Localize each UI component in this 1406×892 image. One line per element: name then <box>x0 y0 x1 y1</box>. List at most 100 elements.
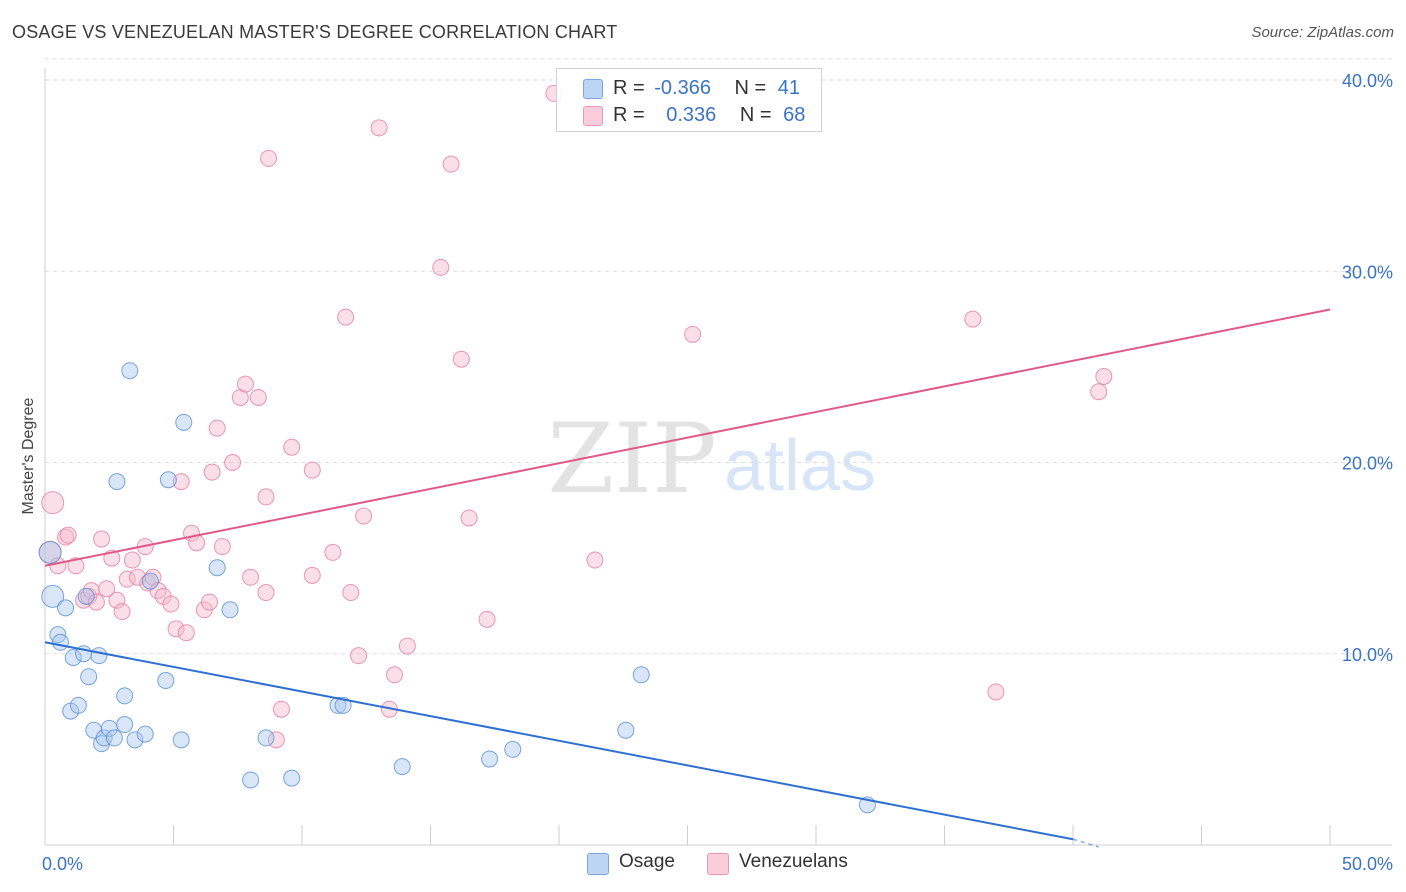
legend-r-label: R = <box>613 77 645 99</box>
venezuelans-point <box>355 507 373 525</box>
x-tick-label: 0.0% <box>42 854 83 874</box>
source-label: Source: ZipAtlas.com <box>1251 24 1394 41</box>
osage-point <box>172 731 190 749</box>
venezuelans-trend-line <box>44 308 1331 567</box>
venezuelans-point <box>113 603 131 621</box>
watermark-zip: ZIP <box>547 403 716 515</box>
venezuelans-point <box>213 538 231 556</box>
osage-point <box>334 696 352 714</box>
venezuelans-legend-label: Venezuelans <box>739 851 848 872</box>
venezuelans-point <box>162 595 180 613</box>
osage-point <box>80 668 98 686</box>
venezuelans-point <box>1095 367 1113 385</box>
osage-legend-label: Osage <box>619 851 675 872</box>
osage-point <box>116 716 134 734</box>
osage-point <box>95 729 113 747</box>
venezuelans-point <box>208 419 226 437</box>
x-tick-label: 50.0% <box>1342 854 1393 874</box>
legend-r-value-venezuelans: 0.336 <box>666 104 717 126</box>
venezuelans-point <box>398 637 416 655</box>
venezuelans-point <box>59 526 77 544</box>
osage-point <box>242 771 260 789</box>
osage-point <box>126 731 144 749</box>
legend-r-label: R = <box>613 104 645 126</box>
venezuelans-swatch <box>583 106 603 126</box>
osage-point <box>121 362 139 380</box>
osage-point <box>64 649 82 667</box>
osage-point <box>141 572 159 590</box>
venezuelans-point <box>177 624 195 642</box>
osage-point <box>116 687 134 705</box>
osage-point <box>393 758 411 776</box>
venezuelans-point <box>324 543 342 561</box>
osage-point <box>108 473 126 491</box>
osage-point <box>105 729 123 747</box>
legend-n-value-osage: 41 <box>777 77 801 99</box>
venezuelans-point <box>478 610 496 628</box>
venezuelans-point <box>98 580 116 598</box>
venezuelans-point <box>57 528 75 546</box>
venezuelans-point <box>172 473 190 491</box>
correlation-legend: R = -0.366 N = 41 R = 0.336 N = 68 <box>556 68 822 132</box>
venezuelans-point <box>272 700 290 718</box>
osage-point <box>77 587 95 605</box>
venezuelans-point <box>987 683 1005 701</box>
chart-title: OSAGE VS VENEZUELAN MASTER'S DEGREE CORR… <box>12 22 618 42</box>
venezuelans-legend-swatch <box>707 853 729 875</box>
grid-lines <box>45 58 1392 655</box>
osage-point <box>157 672 175 690</box>
osage-point <box>51 633 69 651</box>
osage-trend-extension <box>1072 838 1099 848</box>
y-tick-label: 20.0% <box>1342 454 1393 474</box>
osage-swatch <box>583 79 603 99</box>
series-venezuelans <box>38 84 1113 749</box>
venezuelans-point <box>167 620 185 638</box>
venezuelans-point <box>432 258 450 276</box>
y-tick-label: 10.0% <box>1342 645 1393 665</box>
venezuelans-point <box>231 388 249 406</box>
osage-point <box>481 750 499 768</box>
venezuelans-point <box>283 438 301 456</box>
venezuelans-point <box>87 593 105 611</box>
tick-labels: 10.0% 20.0% 30.0% 40.0% 0.0% 50.0% <box>42 71 1393 874</box>
venezuelans-point <box>118 570 136 588</box>
venezuelans-point <box>452 350 470 368</box>
y-tick-label: 40.0% <box>1342 71 1393 91</box>
watermark: ZIP atlas <box>547 403 876 515</box>
venezuelans-point <box>267 731 285 749</box>
series-osage <box>38 362 876 814</box>
venezuelans-point <box>350 647 368 665</box>
venezuelans-point <box>342 584 360 602</box>
osage-point <box>90 647 108 665</box>
osage-point <box>175 413 193 431</box>
osage-point <box>257 729 275 747</box>
venezuelans-point <box>303 566 321 584</box>
osage-point <box>221 601 239 619</box>
osage-point <box>41 584 65 608</box>
osage-legend-swatch <box>587 853 609 875</box>
venezuelans-point <box>586 551 604 569</box>
osage-point <box>69 696 87 714</box>
osage-point <box>38 540 62 564</box>
venezuelans-point <box>129 568 147 586</box>
venezuelans-point <box>684 325 702 343</box>
venezuelans-point <box>1090 383 1108 401</box>
osage-trend-line <box>44 641 1074 841</box>
venezuelans-point <box>200 593 218 611</box>
venezuelans-point <box>224 454 242 471</box>
osage-point <box>504 740 522 758</box>
venezuelans-point <box>242 568 260 586</box>
legend-n-label: N = <box>734 77 767 99</box>
venezuelans-point <box>370 119 388 137</box>
venezuelans-point <box>67 557 85 575</box>
osage-point <box>283 769 301 787</box>
venezuelans-point <box>303 461 321 479</box>
y-axis-label: Master's Degree <box>20 397 37 514</box>
venezuelans-point <box>337 308 355 326</box>
legend-r-value-osage: -0.366 <box>654 77 711 99</box>
trend-lines <box>44 308 1331 848</box>
osage-point <box>208 559 226 577</box>
venezuelans-point <box>442 155 460 173</box>
osage-point <box>159 471 177 489</box>
